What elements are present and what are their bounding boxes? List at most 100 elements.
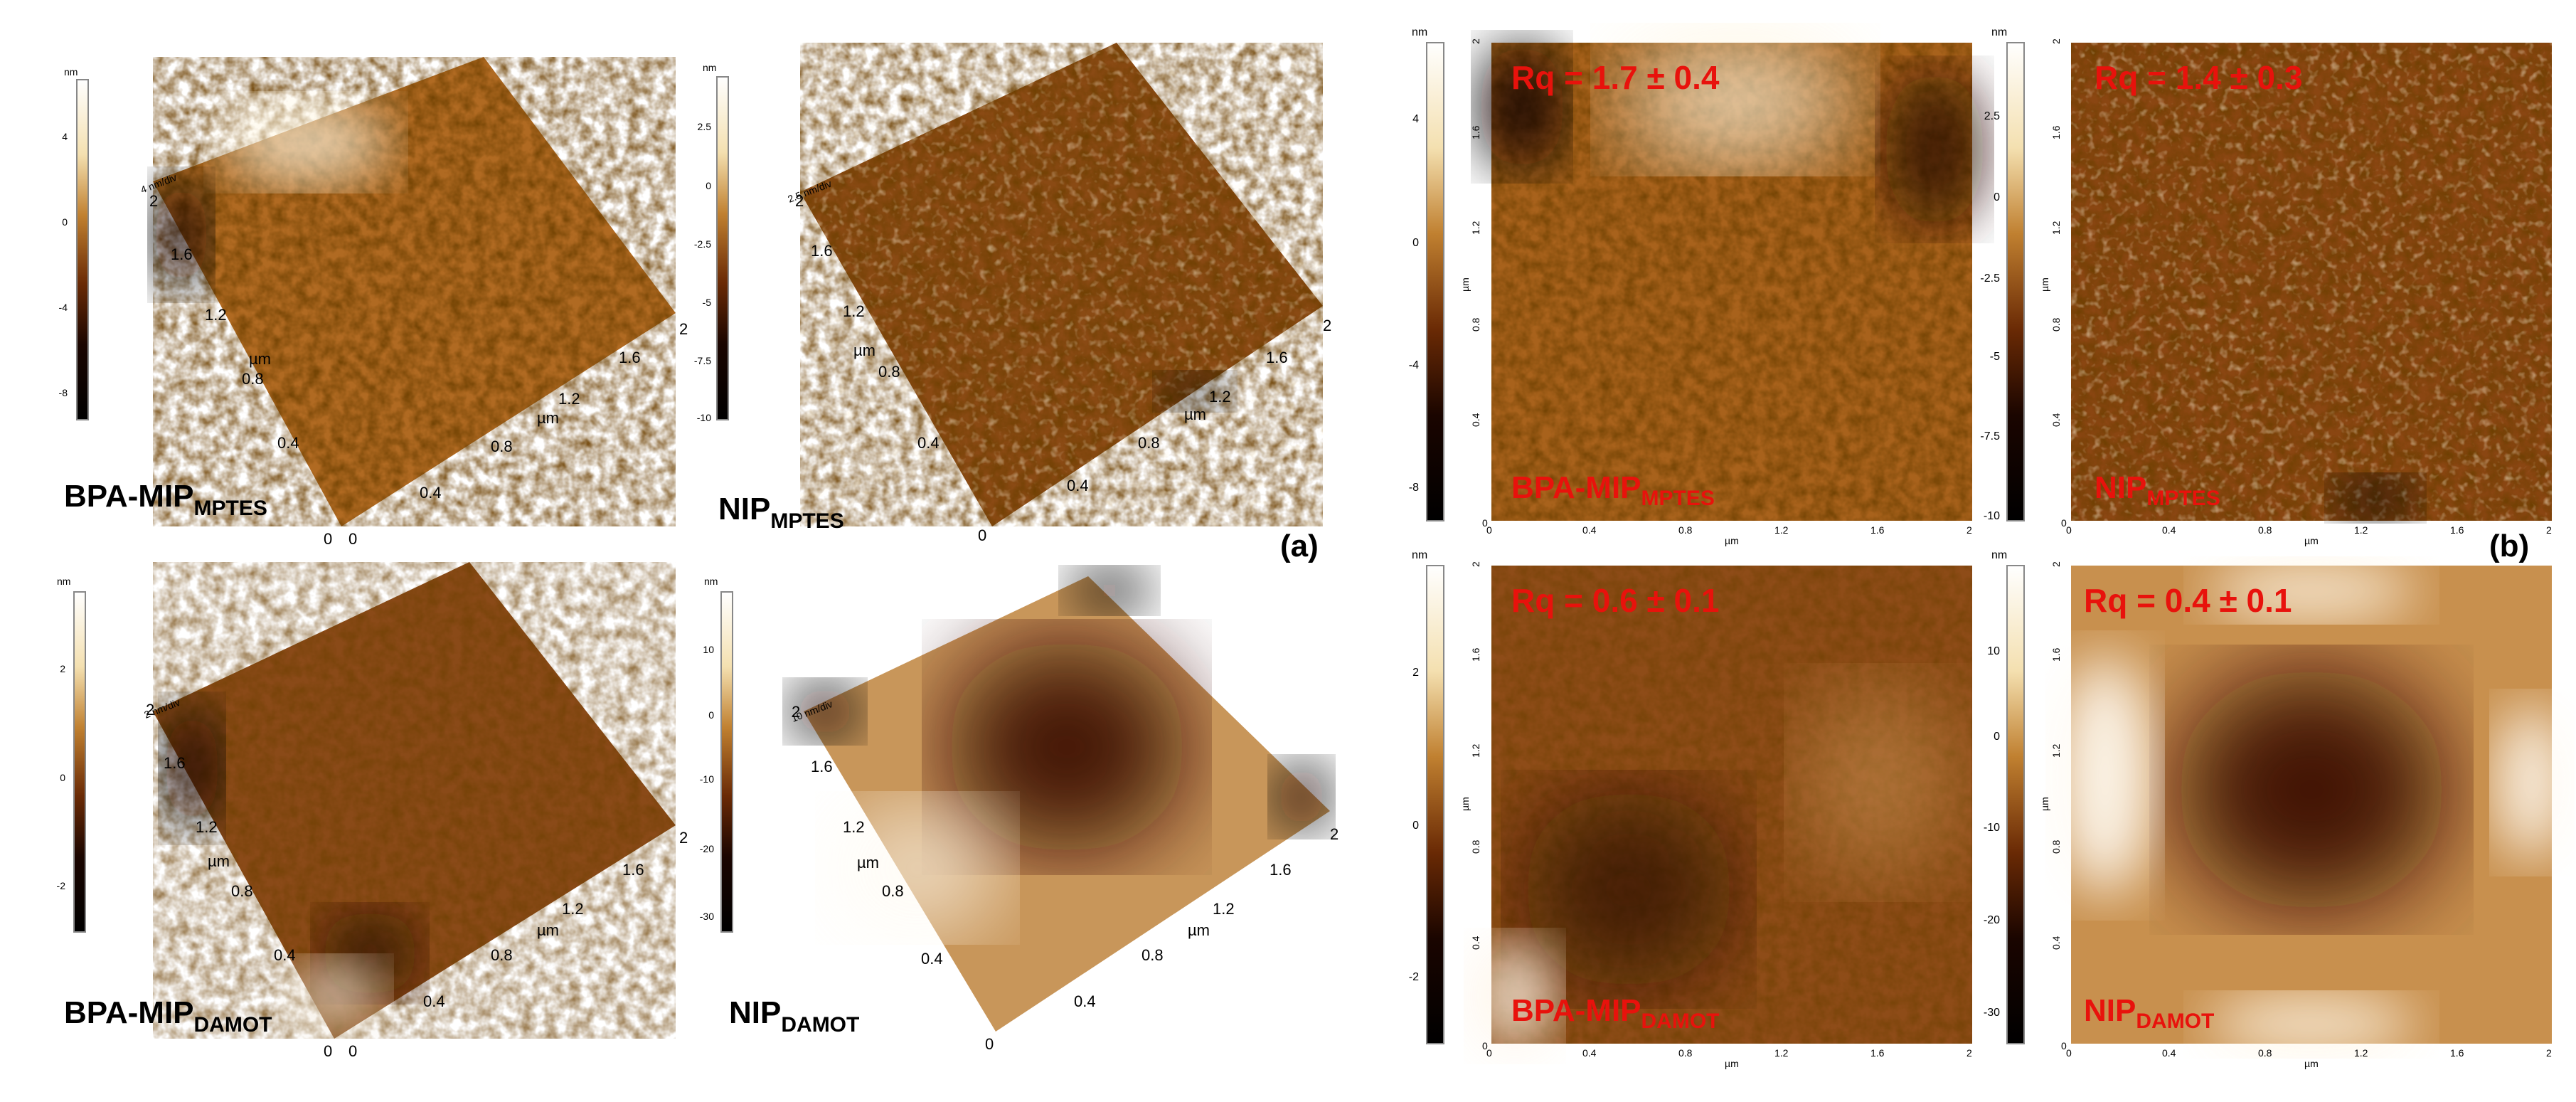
axis-tick: 0.8 — [231, 882, 253, 900]
y-tick: 1.2 — [2050, 221, 2062, 235]
colorbar-unit: nm — [57, 576, 70, 587]
colorbar-tick: 0 — [708, 709, 714, 721]
colorbar-tick: -8 — [1409, 482, 1419, 494]
central-depression — [2176, 669, 2447, 911]
y-tick: 0.8 — [1470, 839, 1481, 854]
sample-label: NIPDAMOT — [2084, 993, 2214, 1033]
x-tick: 1.2 — [2354, 524, 2368, 536]
axis-tick: 0.4 — [1067, 477, 1089, 494]
colorbar — [2006, 565, 2025, 1044]
axis-tick: 0.4 — [277, 434, 299, 452]
rq-value: Rq = 0.4 ± 0.1 — [2084, 582, 2292, 619]
axis-tick: 1.2 — [843, 818, 865, 836]
colorbar-tick: 10 — [1987, 645, 2000, 657]
axis-label: µm — [537, 921, 559, 939]
3d-view-bpa-mip-mptes: nm 4 0 -4 -8 4 nm/div 2 1.6 1.2 µm 0.8 0… — [59, 57, 688, 548]
y-tick: 2 — [1470, 561, 1481, 567]
central-depression — [946, 640, 1188, 854]
axis-tick: 2 — [795, 192, 804, 210]
colorbar-tick: 0 — [1412, 820, 1419, 832]
y-tick: 0.4 — [2050, 936, 2062, 950]
colorbar-tick: -7.5 — [694, 355, 711, 366]
y-axis-label: µm — [1459, 277, 1471, 292]
x-axis-label: µm — [1725, 1058, 1739, 1069]
colorbar-unit: nm — [1991, 26, 2007, 38]
axis-tick: 2 — [1330, 825, 1338, 843]
y-tick: 2 — [2050, 561, 2062, 567]
x-tick: 1.2 — [2354, 1047, 2368, 1059]
bright-region — [220, 100, 391, 185]
dark-pit — [2333, 477, 2418, 519]
sample-label: BPA-MIPMPTES — [1511, 470, 1715, 510]
axis-label: µm — [249, 350, 271, 368]
x-tick: 2 — [1966, 1047, 1972, 1059]
colorbar — [73, 591, 86, 933]
x-tick: 1.2 — [1774, 1047, 1789, 1059]
colorbar-tick: -30 — [1984, 1007, 2000, 1019]
colorbar-tick: 0 — [706, 180, 711, 191]
colorbar — [716, 76, 729, 420]
sample-label: BPA-MIPDAMOT — [1511, 993, 1720, 1033]
x-tick: 0 — [1486, 1047, 1492, 1059]
colorbar-unit: nm — [64, 66, 78, 78]
panel-b-label: (b) — [2489, 529, 2529, 563]
axis-tick: 1.6 — [171, 245, 193, 263]
x-tick: 0.8 — [2258, 1047, 2272, 1059]
axis-tick: 1.2 — [196, 818, 218, 836]
colorbar-tick: -4 — [1409, 359, 1419, 371]
y-tick: 0.8 — [2050, 839, 2062, 854]
axis-label: µm — [853, 341, 875, 359]
bright-region — [284, 960, 384, 1032]
colorbar-tick: 0 — [62, 216, 68, 228]
colorbar-tick: -4 — [59, 302, 68, 313]
colorbar-tick: 4 — [1412, 113, 1419, 125]
x-tick: 1.6 — [2450, 524, 2464, 536]
axis-tick: 0 — [985, 1035, 994, 1053]
axis-tick: 1.2 — [558, 390, 580, 408]
y-tick: 1.6 — [2050, 647, 2062, 662]
colorbar-tick: -20 — [1984, 914, 2000, 926]
dark-region — [1522, 790, 1735, 989]
colorbar-tick: 10 — [703, 644, 714, 655]
axis-tick: 2 — [1323, 317, 1331, 334]
3d-view-nip-mptes: nm 2.5 0 -2.5 -5 -7.5 -10 2.5 nm/div 2 1… — [694, 43, 1331, 563]
colorbar-tick: 2.5 — [698, 121, 712, 132]
bright-region — [832, 804, 1003, 932]
afm-highlights — [2071, 43, 2552, 521]
x-tick: 1.6 — [1870, 524, 1885, 536]
axis-tick: 0.8 — [491, 946, 513, 964]
x-tick: 1.6 — [2450, 1047, 2464, 1059]
dark-corner — [1067, 569, 1152, 612]
colorbar — [76, 79, 89, 420]
x-tick: 0.8 — [1678, 1047, 1693, 1059]
x-tick: 0.4 — [2162, 524, 2176, 536]
dark-region — [1479, 43, 1565, 171]
2d-map-nip-mptes: nm 2.5 0 -2.5 -5 -7.5 -10 Rq = 1.4 ± 0.3… — [1980, 26, 2552, 563]
colorbar-unit: nm — [703, 62, 716, 73]
colorbar-unit: nm — [1991, 549, 2007, 561]
colorbar-tick: -5 — [1990, 351, 2000, 363]
colorbar-tick: -2 — [57, 880, 66, 891]
x-tick: 0.4 — [2162, 1047, 2176, 1059]
axis-tick: 1.6 — [622, 861, 644, 879]
2d-map-nip-damot: nm 10 0 -10 -20 -30 Rq = 0.4 ± 0.1 NIPDA… — [1984, 549, 2567, 1069]
y-axis-label: µm — [2039, 797, 2050, 811]
bright-edge — [2205, 562, 2418, 619]
colorbar-tick: -2.5 — [1980, 272, 2000, 285]
axis-label: µm — [1188, 921, 1210, 939]
axis-tick: 1.6 — [619, 349, 641, 366]
sample-label: BPA-MIPDAMOT — [64, 995, 272, 1037]
axis-tick: 1.2 — [1213, 900, 1235, 918]
x-tick: 0.8 — [1678, 524, 1693, 536]
sample-label: NIPMPTES — [718, 492, 844, 533]
axis-tick: 1.6 — [1266, 349, 1288, 366]
colorbar-unit: nm — [704, 576, 718, 587]
3d-view-nip-damot: nm 10 0 -10 -20 -30 10 nm/div 2 1.6 1.2 … — [700, 569, 1338, 1053]
axis-label: µm — [208, 852, 230, 870]
colorbar-tick: -2.5 — [694, 238, 711, 250]
colorbar-tick: -10 — [700, 773, 714, 785]
bright-edge — [2055, 655, 2155, 896]
axis-tick: 0.4 — [274, 946, 296, 964]
colorbar-tick: 4 — [62, 131, 68, 142]
